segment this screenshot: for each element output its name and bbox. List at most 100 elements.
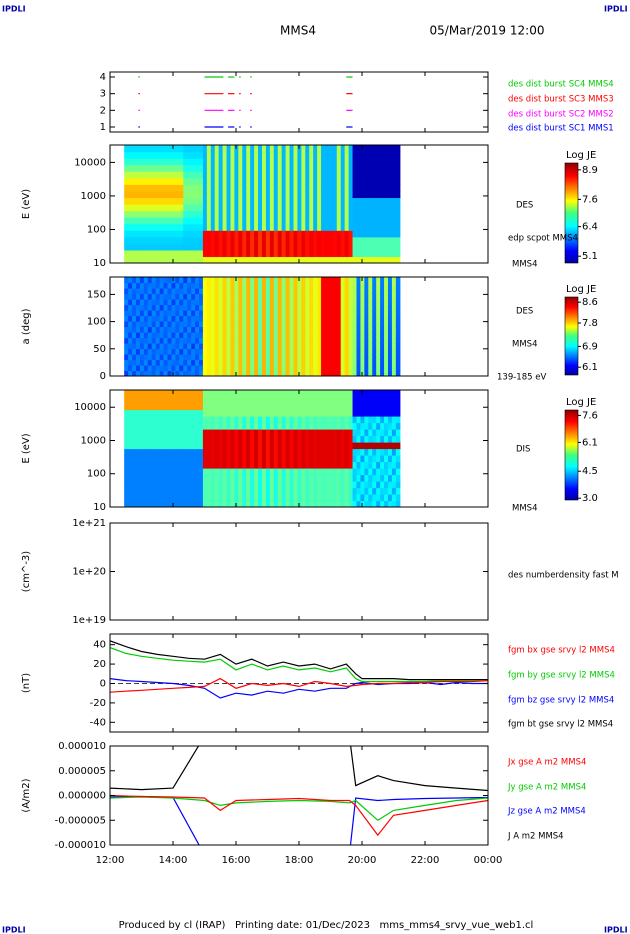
y-tick-label: 100 (87, 224, 106, 235)
spectrogram-cell (222, 435, 228, 443)
spectrogram-cell (324, 190, 330, 199)
spectrogram-cell (195, 171, 200, 179)
series-line (110, 746, 488, 792)
spectrogram-cell (210, 359, 216, 366)
spectrogram-cell (187, 403, 192, 411)
spectrogram-cell (254, 277, 259, 284)
spectrogram-cell (167, 204, 173, 212)
spectrogram-cell (206, 293, 212, 300)
spectrogram-cell (293, 348, 299, 355)
spectrogram-cell (250, 145, 255, 153)
spectrogram-cell (309, 217, 314, 225)
spectrogram-cell (301, 230, 306, 238)
spectrogram-cell (230, 429, 236, 437)
spectrogram-cell (198, 171, 204, 179)
spectrogram-cell (336, 422, 342, 430)
spectrogram-cell (273, 223, 279, 231)
spectrogram-cell (187, 256, 192, 263)
spectrogram-cell (356, 164, 362, 172)
spectrogram-cell (380, 177, 385, 185)
spectrogram-cell (222, 204, 228, 212)
spectrogram-cell (387, 197, 393, 205)
spectrogram-cell (372, 494, 377, 502)
spectrogram-cell (151, 288, 157, 295)
spectrogram-cell (210, 337, 216, 344)
footer: Produced by cl (IRAP) Printing date: 01/… (119, 920, 534, 931)
spectrogram-cell (222, 184, 228, 192)
spectrogram-cell (132, 158, 137, 166)
spectrogram-cell (163, 343, 169, 350)
spectrogram-cell (195, 474, 200, 482)
spectrogram-cell (195, 442, 200, 450)
spectrogram-cell (210, 348, 216, 355)
spectrogram-cell (195, 343, 200, 350)
spectrogram-cell (183, 310, 188, 317)
spectrogram-cell (380, 435, 385, 443)
spectrogram-cell (293, 416, 299, 424)
spectrogram-cell (352, 299, 358, 306)
spectrogram-cell (391, 184, 397, 192)
spectrogram-cell (321, 151, 326, 159)
spectrogram-cell (301, 354, 306, 361)
spectrogram-cell (151, 151, 157, 159)
spectrogram-cell (222, 310, 228, 317)
spectrogram-cell (175, 177, 180, 185)
spectrogram-cell (289, 326, 295, 333)
spectrogram-cell (230, 487, 236, 495)
spectrogram-cell (352, 332, 358, 339)
spectrogram-cell (332, 422, 338, 430)
spectrogram-cell (317, 164, 322, 172)
spectrogram-cell (226, 190, 232, 199)
spectrogram-cell (348, 210, 354, 218)
spectrogram-cell (151, 354, 157, 361)
spectrogram-cell (380, 197, 385, 205)
spectrogram-cell (195, 359, 200, 366)
spectrogram-cell (128, 409, 133, 417)
spectrogram-cell (167, 236, 173, 244)
spectrogram-cell (222, 448, 228, 456)
spectrogram-cell (380, 343, 385, 350)
spectrogram-cell (293, 315, 299, 322)
spectrogram-cell (139, 448, 145, 456)
spectrogram-cell (195, 310, 200, 317)
spectrogram-cell (368, 348, 373, 355)
spectrogram-cell (384, 217, 389, 225)
spectrogram-cell (336, 277, 342, 284)
spectrogram-cell (155, 304, 161, 311)
spectrogram-cell (230, 442, 236, 450)
spectrogram-cell (155, 177, 161, 185)
spectrogram-cell (198, 416, 204, 424)
spectrogram-cell (265, 474, 271, 482)
spectrogram-cell (277, 282, 283, 289)
spectrogram-cell (230, 416, 236, 424)
spectrogram-cell (395, 288, 401, 295)
spectrogram-cell (360, 343, 365, 350)
spectrogram-cell (313, 365, 318, 372)
spectrogram-cell (285, 210, 291, 218)
spectrogram-cell (368, 481, 373, 489)
spectrogram-cell (317, 442, 322, 450)
spectrogram-cell (195, 326, 200, 333)
spectrogram-cell (155, 282, 161, 289)
spectrogram-cell (376, 442, 381, 450)
spectrogram-cell (261, 429, 267, 437)
spectrogram-cell (226, 435, 232, 443)
spectrogram-cell (143, 403, 149, 411)
spectrogram-cell (391, 304, 397, 311)
spectrogram-cell (139, 396, 145, 404)
spectrogram-cell (258, 171, 263, 179)
spectrogram-cell (258, 230, 263, 238)
spectrogram-cell (195, 448, 200, 456)
spectrogram-cell (269, 277, 275, 284)
spectrogram-cell (336, 177, 342, 185)
spectrogram-cell (269, 474, 275, 482)
spectrogram-cell (210, 151, 216, 159)
spectrogram-cell (395, 416, 401, 424)
spectrogram-cell (234, 304, 239, 311)
spectrogram-cell (269, 151, 275, 159)
spectrogram-cell (234, 190, 239, 199)
spectrogram-cell (344, 204, 350, 212)
spectrogram-cell (344, 151, 350, 159)
spectrogram-cell (187, 455, 192, 463)
